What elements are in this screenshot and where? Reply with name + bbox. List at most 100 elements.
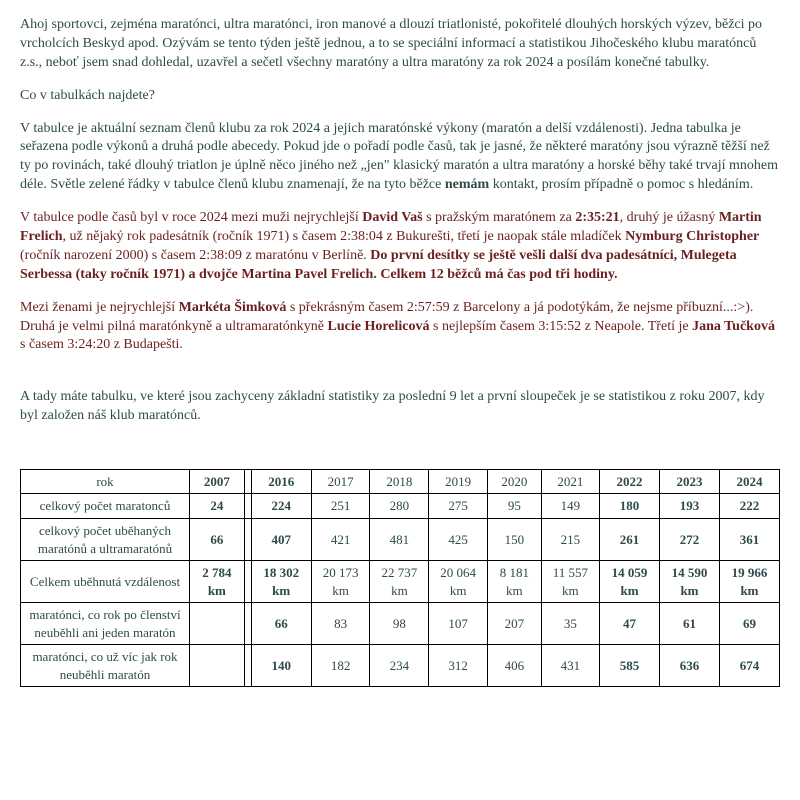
col-header: 2020 — [488, 469, 542, 494]
cell: 2 784 km — [190, 561, 245, 603]
table-intro-paragraph: A tady máte tabulku, ve které jsou zachy… — [20, 388, 780, 426]
cell: 215 — [541, 519, 599, 561]
text: s nejlepším časem 3:15:52 z Neapole. Tře… — [430, 319, 693, 334]
cell: 18 302 km — [251, 561, 311, 603]
text: Mezi ženami je nejrychlejší — [20, 300, 179, 315]
cell: 431 — [541, 645, 599, 687]
intro-paragraph: Ahoj sportovci, zejména maratónci, ultra… — [20, 16, 780, 73]
col-header: 2007 — [190, 469, 245, 494]
cell: 222 — [719, 494, 779, 519]
cell: 11 557 km — [541, 561, 599, 603]
text: V tabulce podle časů byl v roce 2024 mez… — [20, 210, 362, 225]
time-bold: 2:35:21 — [575, 210, 619, 225]
table-row: maratónci, co už víc jak rok neuběhli ma… — [21, 645, 780, 687]
cell: 95 — [488, 494, 542, 519]
cell: 406 — [488, 645, 542, 687]
cell: 224 — [251, 494, 311, 519]
col-header: 2021 — [541, 469, 599, 494]
men-results-paragraph: V tabulce podle časů byl v roce 2024 mez… — [20, 209, 780, 285]
cell — [244, 603, 251, 645]
table-row: celkový počet uběhaných maratónů a ultra… — [21, 519, 780, 561]
cell: 182 — [311, 645, 370, 687]
cell: 421 — [311, 519, 370, 561]
row-label: maratónci, co rok po členství neuběhli a… — [21, 603, 190, 645]
cell: 272 — [660, 519, 720, 561]
cell: 24 — [190, 494, 245, 519]
cell: 107 — [429, 603, 488, 645]
cell: 22 737 km — [370, 561, 429, 603]
row-label: Celkem uběhnutá vzdálenost — [21, 561, 190, 603]
col-header: 2022 — [600, 469, 660, 494]
cell: 636 — [660, 645, 720, 687]
table-row: Celkem uběhnutá vzdálenost2 784 km18 302… — [21, 561, 780, 603]
cell: 66 — [190, 519, 245, 561]
text: , už nějaký rok padesátník (ročník 1971)… — [63, 229, 626, 244]
cell: 14 059 km — [600, 561, 660, 603]
name-bold: Markéta Šimková — [179, 300, 287, 315]
row-label: celkový počet uběhaných maratónů a ultra… — [21, 519, 190, 561]
cell: 280 — [370, 494, 429, 519]
text: s časem 3:24:20 z Budapešti. — [20, 337, 183, 352]
col-header: rok — [21, 469, 190, 494]
cell — [244, 519, 251, 561]
cell: 47 — [600, 603, 660, 645]
cell: 150 — [488, 519, 542, 561]
text: (ročník narození 2000) s časem 2:38:09 z… — [20, 248, 370, 263]
cell: 19 966 km — [719, 561, 779, 603]
col-header: 2023 — [660, 469, 720, 494]
question-paragraph: Co v tabulkách najdete? — [20, 87, 780, 106]
text-bold: nemám — [445, 177, 489, 192]
name-bold: Jana Tučková — [692, 319, 775, 334]
cell: 275 — [429, 494, 488, 519]
cell: 61 — [660, 603, 720, 645]
cell: 35 — [541, 603, 599, 645]
women-results-paragraph: Mezi ženami je nejrychlejší Markéta Šimk… — [20, 299, 780, 356]
cell — [244, 494, 251, 519]
cell — [244, 645, 251, 687]
cell: 193 — [660, 494, 720, 519]
cell: 20 173 km — [311, 561, 370, 603]
cell: 83 — [311, 603, 370, 645]
explanation-paragraph: V tabulce je aktuální seznam členů klubu… — [20, 120, 780, 196]
stats-table: rok2007201620172018201920202021202220232… — [20, 469, 780, 687]
row-label: maratónci, co už víc jak rok neuběhli ma… — [21, 645, 190, 687]
cell: 361 — [719, 519, 779, 561]
cell: 674 — [719, 645, 779, 687]
cell: 585 — [600, 645, 660, 687]
cell: 140 — [251, 645, 311, 687]
header-row: rok2007201620172018201920202021202220232… — [21, 469, 780, 494]
cell: 312 — [429, 645, 488, 687]
cell: 425 — [429, 519, 488, 561]
cell: 98 — [370, 603, 429, 645]
cell: 20 064 km — [429, 561, 488, 603]
cell: 180 — [600, 494, 660, 519]
text: , druhý je úžasný — [620, 210, 719, 225]
col-header: 2019 — [429, 469, 488, 494]
cell: 407 — [251, 519, 311, 561]
cell: 8 181 km — [488, 561, 542, 603]
name-bold: Nymburg Christopher — [625, 229, 759, 244]
cell — [190, 603, 245, 645]
text: kontakt, prosím případně o pomoc s hledá… — [489, 177, 753, 192]
cell: 261 — [600, 519, 660, 561]
row-label: celkový počet maratonců — [21, 494, 190, 519]
cell — [244, 561, 251, 603]
cell: 251 — [311, 494, 370, 519]
col-header — [244, 469, 251, 494]
cell: 69 — [719, 603, 779, 645]
cell: 66 — [251, 603, 311, 645]
cell: 14 590 km — [660, 561, 720, 603]
cell: 207 — [488, 603, 542, 645]
name-bold: Lucie Horelicová — [328, 319, 430, 334]
table-row: celkový počet maratonců24224251280275951… — [21, 494, 780, 519]
cell: 234 — [370, 645, 429, 687]
name-bold: David Vaš — [362, 210, 422, 225]
cell — [190, 645, 245, 687]
col-header: 2018 — [370, 469, 429, 494]
table-body: celkový počet maratonců24224251280275951… — [21, 494, 780, 687]
col-header: 2024 — [719, 469, 779, 494]
col-header: 2016 — [251, 469, 311, 494]
cell: 149 — [541, 494, 599, 519]
text: s pražským maratónem za — [423, 210, 576, 225]
col-header: 2017 — [311, 469, 370, 494]
